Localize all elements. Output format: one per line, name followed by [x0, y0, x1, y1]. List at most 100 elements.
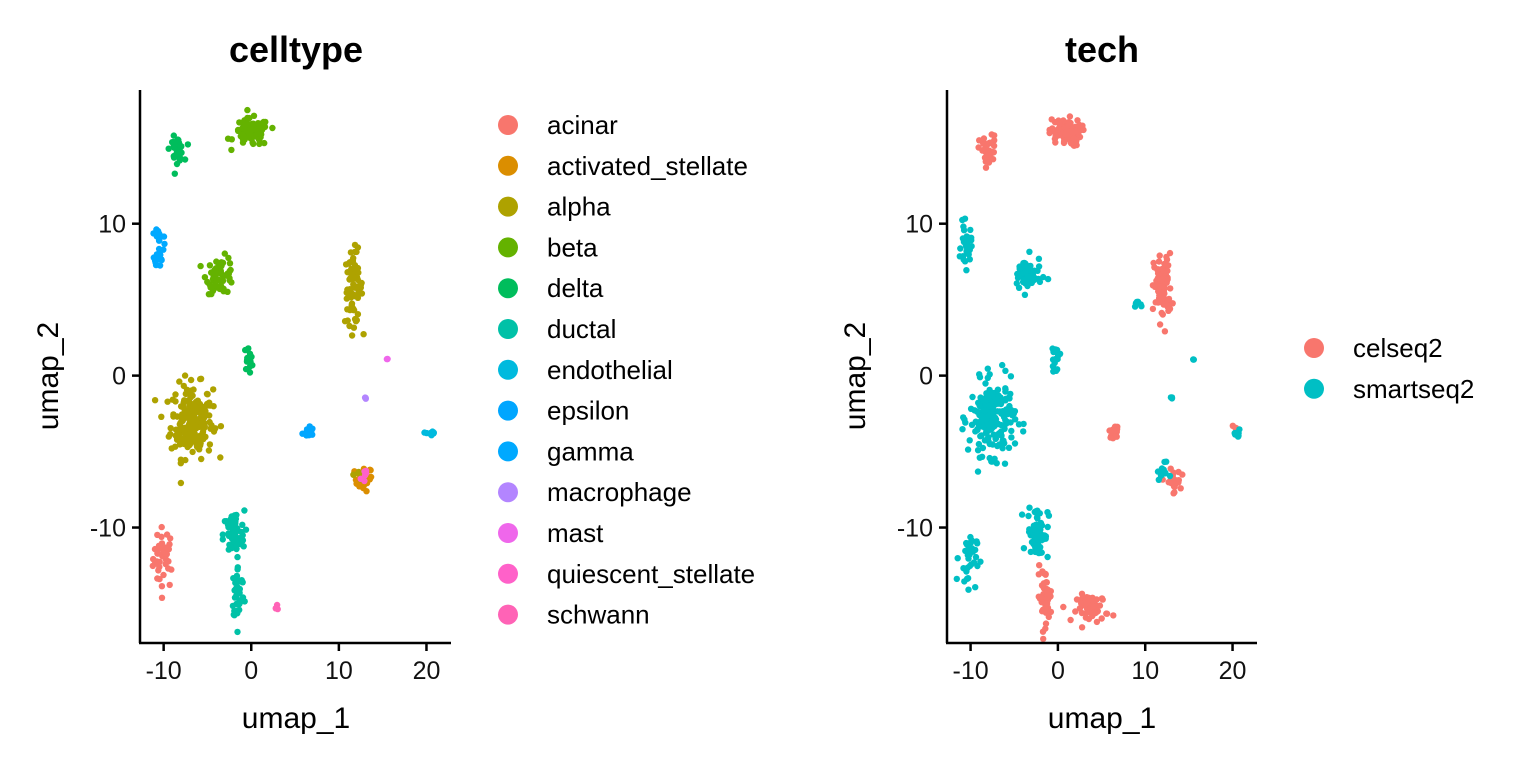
data-point [1044, 553, 1051, 561]
data-point [269, 124, 276, 132]
y-tick-label: 10 [98, 211, 126, 239]
x-tick-label: 10 [325, 657, 353, 685]
data-point [967, 533, 974, 541]
data-point [964, 446, 972, 453]
data-point [966, 256, 973, 263]
data-point [207, 402, 214, 409]
data-point [166, 581, 173, 589]
legend-label: activated_stellate [547, 151, 748, 181]
data-point [228, 146, 235, 154]
legend-key [498, 237, 518, 258]
data-point [213, 258, 220, 265]
data-point [967, 548, 974, 556]
data-point [201, 274, 209, 281]
data-point [1161, 260, 1168, 268]
data-point [990, 142, 998, 149]
data-point [1040, 570, 1048, 577]
data-point [971, 407, 978, 414]
data-point [1166, 249, 1174, 257]
data-point [206, 262, 214, 269]
data-point [158, 413, 165, 420]
data-point [1052, 133, 1059, 140]
data-point [163, 531, 171, 538]
data-point [973, 538, 980, 545]
data-point [346, 322, 353, 330]
data-point [219, 259, 227, 266]
legend-key [498, 400, 518, 421]
data-point [227, 266, 234, 274]
data-point [967, 539, 975, 546]
data-point [982, 380, 989, 387]
data-point [1000, 437, 1007, 444]
data-point [200, 434, 207, 441]
data-point [969, 393, 976, 401]
data-point [239, 532, 246, 539]
data-point [1007, 373, 1015, 380]
data-point [1179, 471, 1186, 478]
data-point [987, 391, 995, 399]
data-point [972, 546, 979, 554]
data-point [965, 236, 973, 244]
data-point [1165, 295, 1173, 303]
data-point [184, 141, 192, 148]
legend-key [498, 278, 518, 299]
data-point [974, 447, 982, 454]
data-point [1041, 607, 1049, 614]
data-point [1067, 616, 1074, 624]
data-point [248, 353, 255, 360]
data-point [205, 447, 213, 454]
data-point [1164, 267, 1171, 275]
y-tick-label: -10 [897, 515, 933, 543]
data-point [1078, 609, 1086, 617]
data-point [1003, 420, 1010, 427]
data-point [353, 292, 360, 299]
data-point [1036, 595, 1044, 602]
data-point [1027, 548, 1035, 556]
data-point [352, 318, 360, 325]
data-point [154, 575, 161, 582]
data-point [1039, 628, 1047, 635]
data-point [1013, 280, 1020, 287]
data-point [190, 412, 197, 420]
y-tick-label: 10 [905, 211, 933, 239]
data-point [1031, 508, 1039, 516]
y-tick-label: 0 [919, 363, 933, 391]
data-point [181, 397, 188, 404]
data-point [155, 542, 163, 549]
data-point [1155, 288, 1162, 295]
data-point [1190, 356, 1198, 363]
x-tick-label: 0 [1051, 657, 1065, 685]
data-point [959, 235, 967, 242]
data-point [234, 553, 241, 561]
data-point [346, 286, 354, 293]
data-point [960, 414, 967, 421]
data-point [1170, 480, 1178, 487]
data-point [972, 418, 979, 425]
data-point [219, 536, 226, 543]
legend-key [1304, 378, 1324, 399]
data-point [179, 435, 186, 442]
legend-label: delta [547, 273, 604, 303]
x-tick-label: -10 [953, 657, 989, 685]
x-axis-title: umap_1 [1048, 702, 1156, 735]
data-point [986, 371, 993, 378]
data-point [1099, 596, 1106, 603]
x-tick-label: -10 [146, 657, 182, 685]
data-point [1008, 434, 1015, 441]
data-point [236, 119, 243, 126]
data-point [1009, 412, 1016, 419]
legend-key [498, 604, 518, 625]
data-point [240, 134, 247, 141]
x-tick-label: 10 [1131, 657, 1159, 685]
data-point [961, 215, 969, 222]
data-point [212, 266, 219, 273]
legend-label: alpha [547, 192, 611, 222]
data-point [1103, 610, 1110, 617]
data-point [156, 262, 164, 269]
data-point [249, 120, 257, 127]
data-point [236, 600, 243, 607]
data-point [348, 257, 356, 265]
data-point [1111, 427, 1119, 434]
data-point [236, 606, 243, 614]
data-point [178, 149, 185, 156]
